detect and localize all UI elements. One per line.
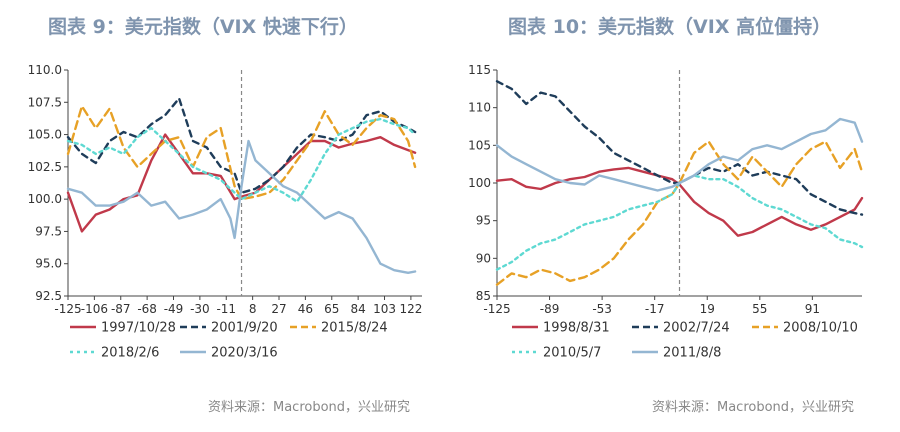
legend: 1998/8/31 2002/7/24 2008/10/10 2010/5/7 2011… [512, 321, 858, 361]
y-tick-label: 100.0 [28, 192, 62, 206]
y-tick-label: 97.5 [35, 224, 62, 238]
x-tick-label: 84 [351, 302, 366, 316]
x-tick-label: -125 [54, 302, 81, 316]
chart-title-right: 图表 10：美元指数（VIX 高位僵持） [508, 16, 832, 38]
y-tick-label: 102.5 [28, 160, 62, 174]
y-tick-label: 107.5 [28, 95, 62, 109]
y-tick-label: 100 [468, 176, 491, 190]
x-tick-label: 122 [399, 302, 422, 316]
y-tick-label: 85 [476, 289, 491, 303]
x-tick-label: -106 [81, 302, 108, 316]
legend-label: 2018/2/6 [101, 346, 159, 361]
x-tick-label: 19 [700, 302, 715, 316]
legend: 1997/10/28 2001/9/20 2015/8/24 2018/2/6 2020… [70, 321, 388, 361]
x-tick-label: -89 [540, 302, 560, 316]
x-tick-label: -125 [483, 302, 510, 316]
x-tick-label: 91 [805, 302, 820, 316]
legend-label: 2010/5/7 [543, 346, 601, 361]
x-tick-label: 55 [752, 302, 767, 316]
legend-label: 2008/10/10 [783, 321, 858, 336]
y-tick-label: 115 [468, 63, 491, 77]
legend-label: 2001/9/20 [211, 321, 278, 336]
y-tick-label: 92.5 [35, 289, 62, 303]
series-line-3 [66, 104, 417, 201]
y-tick-label: 90 [476, 251, 491, 265]
series-line-5 [66, 139, 417, 274]
x-tick-label: -11 [216, 302, 236, 316]
y-tick-label: 95 [476, 214, 491, 228]
x-tick-label: -68 [137, 302, 157, 316]
x-tick-label: 103 [373, 302, 396, 316]
source-note-right: 资料来源：Macrobond，兴业研究 [652, 400, 855, 415]
series-line-5 [495, 117, 864, 192]
x-tick-label: 8 [249, 302, 257, 316]
legend-label: 1998/8/31 [543, 321, 610, 336]
source-note-left: 资料来源：Macrobond，兴业研究 [208, 400, 411, 415]
x-tick-label: 27 [271, 302, 286, 316]
legend-label: 2002/7/24 [663, 321, 730, 336]
x-tick-label: -30 [190, 302, 210, 316]
legend-label: 2020/3/16 [211, 346, 278, 361]
chart-2: 85 90 95 100 105 110 115 -125 -89 -53 -17 19 55 91 199… [468, 63, 864, 361]
x-tick-label: -53 [592, 302, 612, 316]
legend-label: 1997/10/28 [101, 321, 176, 336]
x-tick-label: -17 [645, 302, 665, 316]
x-tick-label: -49 [164, 302, 184, 316]
x-tick-label: 65 [324, 302, 339, 316]
y-tick-label: 110.0 [28, 63, 62, 77]
chart-title-left: 图表 9：美元指数（VIX 快速下行） [48, 16, 358, 38]
x-tick-label: -87 [111, 302, 131, 316]
y-tick-label: 110 [468, 101, 491, 115]
y-tick-label: 105 [468, 138, 491, 152]
legend-label: 2011/8/8 [663, 346, 721, 361]
x-tick-label: 46 [298, 302, 313, 316]
legend-label: 2015/8/24 [321, 321, 388, 336]
y-tick-label: 105.0 [28, 128, 62, 142]
y-tick-label: 95.0 [35, 257, 62, 271]
chart-1: 92.5 95.0 97.5 100.0 102.5 105.0 107.5 110.0 -12… [28, 63, 423, 361]
